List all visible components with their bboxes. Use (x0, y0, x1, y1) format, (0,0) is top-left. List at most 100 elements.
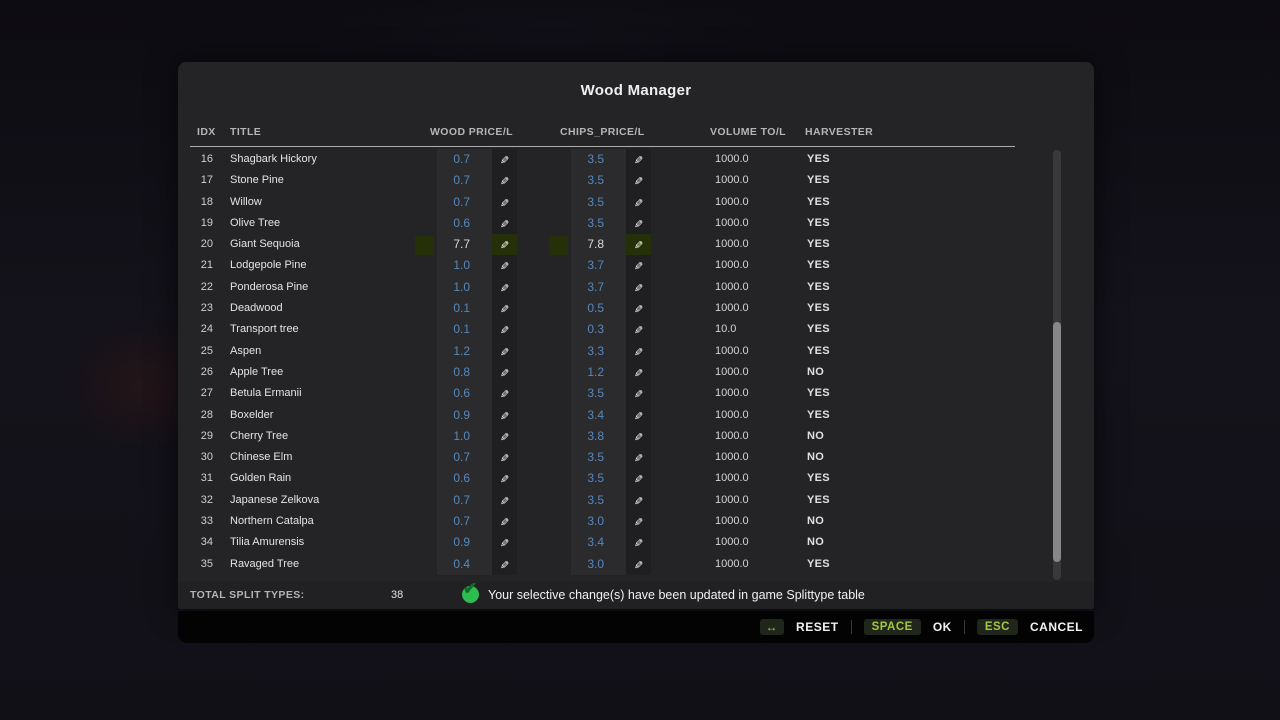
row-volume: 10.0 (715, 323, 737, 336)
chips-price-value[interactable]: 3.7 (587, 258, 604, 273)
table-row: 30 Chinese Elm 0.7 ✎ 3.5 ✎ 1000.0 NO (178, 447, 1018, 468)
edit-chips-price-button[interactable]: ✎ (626, 319, 651, 340)
row-title: Shagbark Hickory (230, 153, 317, 165)
edit-chips-price-button[interactable]: ✎ (626, 447, 651, 468)
ok-button[interactable]: OK (932, 620, 952, 634)
edit-wood-price-button[interactable]: ✎ (492, 255, 517, 276)
row-harvester: YES (807, 387, 830, 400)
pencil-icon: ✎ (499, 453, 510, 466)
edit-chips-price-button[interactable]: ✎ (626, 192, 651, 213)
chips-price-value[interactable]: 3.5 (587, 173, 604, 188)
edit-wood-price-button[interactable]: ✎ (492, 447, 517, 468)
edit-chips-price-button[interactable]: ✎ (626, 213, 651, 234)
edit-wood-price-button[interactable]: ✎ (492, 511, 517, 532)
wood-price-value[interactable]: 0.7 (453, 450, 470, 465)
wood-price-value[interactable]: 0.6 (453, 215, 470, 230)
edit-wood-price-button[interactable]: ✎ (492, 298, 517, 319)
edit-chips-price-button[interactable]: ✎ (626, 362, 651, 383)
chips-price-value[interactable]: 3.5 (587, 386, 604, 401)
edit-wood-price-button[interactable]: ✎ (492, 490, 517, 511)
chips-price-value[interactable]: 3.5 (587, 215, 604, 230)
wood-price-value[interactable]: 0.4 (453, 556, 470, 571)
edit-chips-price-button[interactable]: ✎ (626, 277, 651, 298)
chips-price-value[interactable]: 0.5 (587, 301, 604, 316)
chips-price-value[interactable]: 3.4 (587, 407, 604, 422)
edit-wood-price-button[interactable]: ✎ (492, 213, 517, 234)
chips-price-value[interactable]: 3.3 (587, 343, 604, 358)
edit-wood-price-button[interactable]: ✎ (492, 277, 517, 298)
status-message: Your selective change(s) have been updat… (488, 588, 865, 602)
edit-wood-price-button[interactable]: ✎ (492, 405, 517, 426)
row-harvester: YES (807, 302, 830, 315)
edit-chips-price-button[interactable]: ✎ (626, 170, 651, 191)
edit-wood-price-button[interactable]: ✎ (492, 554, 517, 575)
edit-wood-price-button[interactable]: ✎ (492, 532, 517, 553)
chips-price-value[interactable]: 3.4 (587, 535, 604, 550)
edit-chips-price-button[interactable]: ✎ (626, 468, 651, 489)
chips-price-value[interactable]: 7.8 (587, 237, 604, 252)
chips-price-value[interactable]: 0.3 (587, 322, 604, 337)
edit-wood-price-button[interactable]: ✎ (492, 426, 517, 447)
chips-price-value[interactable]: 3.0 (587, 514, 604, 529)
edit-chips-price-button[interactable]: ✎ (626, 255, 651, 276)
column-header-idx: IDX (197, 126, 216, 138)
chips-price-value[interactable]: 1.2 (587, 364, 604, 379)
row-volume: 1000.0 (715, 557, 749, 570)
wood-price-value[interactable]: 0.7 (453, 514, 470, 529)
wood-price-value[interactable]: 0.7 (453, 173, 470, 188)
wood-price-value[interactable]: 1.2 (453, 343, 470, 358)
edit-wood-price-button[interactable]: ✎ (492, 362, 517, 383)
edit-wood-price-button[interactable]: ✎ (492, 234, 517, 256)
table-row: 35 Ravaged Tree 0.4 ✎ 3.0 ✎ 1000.0 YES (178, 554, 1018, 575)
chips-price-value[interactable]: 3.5 (587, 471, 604, 486)
table-row: 26 Apple Tree 0.8 ✎ 1.2 ✎ 1000.0 NO (178, 362, 1018, 383)
edit-wood-price-button[interactable]: ✎ (492, 468, 517, 489)
wood-price-value[interactable]: 0.8 (453, 364, 470, 379)
edit-wood-price-button[interactable]: ✎ (492, 383, 517, 404)
edit-wood-price-button[interactable]: ✎ (492, 170, 517, 191)
chips-price-value[interactable]: 3.5 (587, 450, 604, 465)
wood-price-value[interactable]: 7.7 (453, 237, 470, 252)
pencil-icon: ✎ (633, 431, 644, 444)
wood-price-value[interactable]: 0.9 (453, 407, 470, 422)
edit-chips-price-button[interactable]: ✎ (626, 511, 651, 532)
wood-price-value[interactable]: 0.6 (453, 386, 470, 401)
wood-price-value[interactable]: 0.6 (453, 471, 470, 486)
wood-price-value[interactable]: 1.0 (453, 279, 470, 294)
pencil-icon: ✎ (633, 517, 644, 530)
chips-price-value[interactable]: 3.5 (587, 492, 604, 507)
wood-price-value[interactable]: 0.9 (453, 535, 470, 550)
edit-wood-price-button[interactable]: ✎ (492, 319, 517, 340)
wood-price-value[interactable]: 0.1 (453, 322, 470, 337)
edit-chips-price-button[interactable]: ✎ (626, 532, 651, 553)
edit-wood-price-button[interactable]: ✎ (492, 149, 517, 170)
chips-price-value[interactable]: 3.5 (587, 194, 604, 209)
edit-chips-price-button[interactable]: ✎ (626, 426, 651, 447)
edit-chips-price-button[interactable]: ✎ (626, 383, 651, 404)
chips-price-value[interactable]: 3.8 (587, 428, 604, 443)
chips-price-value[interactable]: 3.0 (587, 556, 604, 571)
chips-price-value[interactable]: 3.7 (587, 279, 604, 294)
edit-wood-price-button[interactable]: ✎ (492, 192, 517, 213)
edit-chips-price-button[interactable]: ✎ (626, 554, 651, 575)
wood-price-value[interactable]: 0.7 (453, 194, 470, 209)
edit-chips-price-button[interactable]: ✎ (626, 341, 651, 362)
edit-chips-price-button[interactable]: ✎ (626, 490, 651, 511)
wood-price-value[interactable]: 1.0 (453, 428, 470, 443)
scrollbar-thumb[interactable] (1053, 322, 1061, 562)
reset-button[interactable]: RESET (796, 620, 839, 634)
pencil-icon: ✎ (499, 325, 510, 338)
edit-chips-price-button[interactable]: ✎ (626, 149, 651, 170)
edit-chips-price-button[interactable]: ✎ (626, 405, 651, 426)
edit-wood-price-button[interactable]: ✎ (492, 341, 517, 362)
wood-price-value[interactable]: 0.1 (453, 301, 470, 316)
wood-price-value[interactable]: 1.0 (453, 258, 470, 273)
pencil-icon: ✎ (499, 431, 510, 444)
wood-price-value[interactable]: 0.7 (453, 152, 470, 166)
edit-chips-price-button[interactable]: ✎ (626, 234, 651, 256)
edit-chips-price-button[interactable]: ✎ (626, 298, 651, 319)
chips-price-value[interactable]: 3.5 (587, 152, 604, 166)
cancel-button[interactable]: CANCEL (1030, 620, 1083, 634)
scrollbar[interactable] (1053, 150, 1061, 580)
wood-price-value[interactable]: 0.7 (453, 492, 470, 507)
